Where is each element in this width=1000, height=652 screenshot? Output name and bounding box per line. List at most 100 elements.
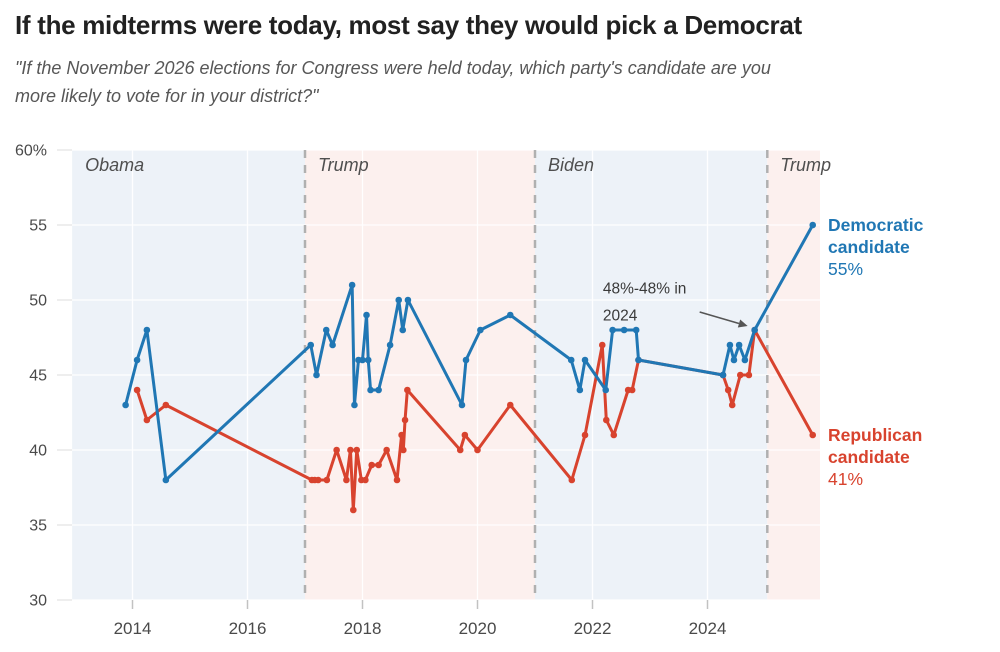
- democratic-point: [329, 341, 336, 349]
- democratic-point: [730, 356, 738, 364]
- x-axis-label-2018: 2018: [344, 619, 382, 638]
- y-axis-label-45: 45: [29, 368, 47, 385]
- democratic-point: [375, 386, 382, 394]
- x-axis-label-2014: 2014: [114, 619, 152, 638]
- x-axis-label-2016: 2016: [229, 619, 267, 638]
- republican-point: [162, 401, 170, 409]
- democratic-point: [726, 341, 734, 349]
- republican-end-value: 41%: [828, 469, 863, 489]
- republican-point: [314, 476, 322, 484]
- democratic-point: [576, 386, 584, 394]
- democratic-point: [143, 326, 151, 334]
- democratic-end-label: candidate: [828, 237, 910, 257]
- era-label-obama-0: Obama: [85, 155, 144, 175]
- x-axis-label-2020: 2020: [459, 619, 497, 638]
- era-label-biden-2: Biden: [548, 155, 594, 175]
- democratic-point: [506, 311, 514, 319]
- republican-point: [393, 476, 401, 484]
- republican-point: [401, 416, 409, 424]
- republican-point: [581, 431, 589, 439]
- republican-point: [400, 446, 407, 454]
- republican-point: [404, 386, 411, 394]
- democratic-point: [602, 386, 610, 394]
- page-title: If the midterms were today, most say the…: [15, 10, 802, 40]
- republican-point: [347, 446, 354, 454]
- y-axis-label-60: 60%: [15, 143, 47, 160]
- republican-point: [456, 446, 464, 454]
- democratic-point: [620, 326, 628, 334]
- x-axis-label-2024: 2024: [689, 619, 727, 638]
- republican-point: [383, 446, 390, 454]
- democratic-point: [477, 326, 484, 334]
- democratic-point: [458, 401, 466, 409]
- democratic-point: [399, 326, 407, 334]
- democratic-point: [307, 341, 315, 349]
- democratic-end-value: 55%: [828, 259, 863, 279]
- democratic-point: [364, 356, 372, 364]
- republican-point: [506, 401, 514, 409]
- republican-point: [375, 461, 382, 469]
- republican-point: [362, 476, 369, 484]
- democratic-point: [122, 401, 129, 409]
- democratic-point: [322, 326, 330, 334]
- chart-subtitle-line-1: "If the November 2026 elections for Cong…: [15, 58, 771, 78]
- annotation-text-line-0: 48%-48% in: [603, 281, 687, 298]
- democratic-point: [581, 356, 589, 364]
- chart-header: If the midterms were today, most say the…: [0, 0, 1000, 110]
- annotation-arrow: [699, 311, 740, 325]
- democratic-point: [313, 371, 320, 379]
- republican-point: [461, 431, 469, 439]
- republican-point: [568, 476, 576, 484]
- democratic-point: [351, 401, 358, 409]
- republican-point: [343, 476, 350, 484]
- era-label-trump-1: Trump: [318, 155, 369, 175]
- democratic-point: [809, 221, 817, 229]
- republican-point: [143, 416, 151, 424]
- y-axis-label-50: 50: [29, 293, 47, 310]
- republican-point: [333, 446, 340, 454]
- republican-point: [133, 386, 141, 394]
- democratic-point: [632, 326, 640, 334]
- democratic-point: [363, 311, 370, 319]
- democratic-point: [359, 356, 366, 364]
- republican-end-label: candidate: [828, 447, 910, 467]
- democratic-point: [635, 356, 642, 364]
- democratic-point: [404, 296, 412, 304]
- republican-point: [398, 431, 405, 439]
- era-label-trump-3: Trump: [780, 155, 831, 175]
- democratic-point: [609, 326, 616, 334]
- democratic-point: [133, 356, 141, 364]
- republican-point: [745, 371, 753, 379]
- x-axis-label-2022: 2022: [574, 619, 612, 638]
- democratic-point: [567, 356, 575, 364]
- annotation-arrowhead: [737, 319, 748, 328]
- republican-point: [724, 386, 732, 394]
- democratic-point: [162, 476, 170, 484]
- republican-point: [598, 341, 606, 349]
- chart-subtitle-line-2: more likely to vote for in your district…: [15, 86, 319, 106]
- y-axis-label-35: 35: [29, 518, 47, 535]
- republican-point: [809, 431, 817, 439]
- republican-point: [610, 431, 618, 439]
- democratic-point: [367, 386, 374, 394]
- republican-point: [736, 371, 744, 379]
- republican-point: [353, 446, 361, 454]
- republican-point: [350, 506, 357, 514]
- y-axis-label-55: 55: [29, 218, 47, 235]
- democratic-point: [462, 356, 470, 364]
- republican-point: [474, 446, 481, 454]
- y-axis-label-30: 30: [29, 593, 47, 610]
- chart-subtitle: "If the November 2026 elections for Cong…: [15, 54, 1000, 110]
- republican-end-label: Republican: [828, 425, 922, 445]
- democratic-end-label: Democratic: [828, 215, 924, 235]
- republican-point: [728, 401, 736, 409]
- annotation-text-line-1: 2024: [603, 308, 638, 325]
- democratic-point: [735, 341, 743, 349]
- democratic-point: [751, 326, 758, 334]
- republican-point: [323, 476, 331, 484]
- republican-point: [628, 386, 636, 394]
- y-axis-label-40: 40: [29, 443, 47, 460]
- democratic-point: [719, 371, 727, 379]
- democratic-point: [386, 341, 394, 349]
